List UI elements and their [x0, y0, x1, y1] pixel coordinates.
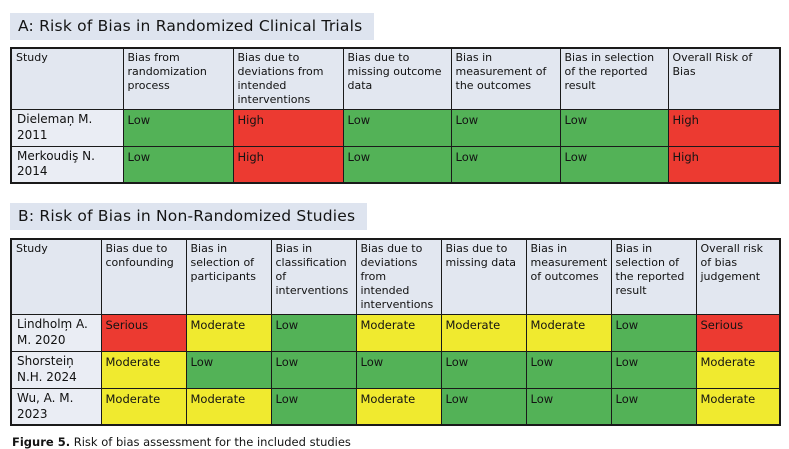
column-header: Bias due to deviations from intended int… [355, 238, 442, 316]
risk-cell: Moderate [525, 314, 612, 353]
table-row: Merkoudiş N. 2014 Low High Low Low Low H… [10, 145, 781, 184]
risk-cell: Low [122, 109, 234, 147]
figure-caption-text: Risk of bias assessment for the included… [70, 435, 351, 449]
column-header: Bias from randomization process [122, 47, 234, 111]
column-header-study: Study [10, 238, 102, 316]
risk-cell: High [667, 109, 781, 147]
risk-cell: Moderate [100, 351, 187, 390]
risk-cell: Low [525, 351, 612, 390]
risk-cell: Low [270, 351, 357, 390]
risk-cell: Low [270, 388, 357, 426]
column-header: Bias due to confounding [100, 238, 187, 316]
risk-cell: Serious [695, 314, 781, 353]
column-header: Bias in selection of participants [185, 238, 272, 316]
risk-cell: Low [355, 351, 442, 390]
study-name-cell: Lindholm̦ A. M. 2020 [10, 314, 102, 353]
risk-cell: Low [610, 351, 697, 390]
risk-cell: Low [610, 314, 697, 353]
column-header: Bias in classification of interventions [270, 238, 357, 316]
table-row: Wu, A. M. 2023 Moderate Moderate Low Mod… [10, 388, 781, 426]
risk-cell: Moderate [440, 314, 527, 353]
figure-canvas: A: Risk of Bias in Randomized Clinical T… [10, 13, 781, 449]
risk-cell: Moderate [185, 314, 272, 353]
risk-cell: High [232, 109, 344, 147]
table-row: Shorsteiņ N.H. 2024 Moderate Low Low Low… [10, 351, 781, 390]
study-name-cell: Wu, A. M. 2023 [10, 388, 102, 426]
column-header: Bias due to missing outcome data [342, 47, 452, 111]
table-row: Lindholm̦ A. M. 2020 Serious Moderate Lo… [10, 314, 781, 353]
risk-cell: Moderate [355, 314, 442, 353]
risk-cell: High [667, 145, 781, 184]
risk-cell: Low [185, 351, 272, 390]
section-b-title: B: Risk of Bias in Non-Randomized Studie… [10, 202, 368, 230]
risk-cell: Low [440, 351, 527, 390]
risk-cell: Low [440, 388, 527, 426]
risk-cell: Low [122, 145, 234, 184]
study-name-cell: Dielemaņ M. 2011 [10, 109, 124, 147]
risk-cell: High [232, 145, 344, 184]
risk-cell: Low [270, 314, 357, 353]
column-header: Overall Risk of Bias [667, 47, 781, 111]
figure-caption-label: Figure 5. [12, 435, 71, 449]
risk-cell: Low [342, 109, 452, 147]
column-header: Bias due to missing data [440, 238, 527, 316]
column-header: Bias due to deviations from intended int… [232, 47, 344, 111]
risk-cell: Moderate [695, 388, 781, 426]
risk-cell: Low [525, 388, 612, 426]
table-b-header-row: Study Bias due to confounding Bias in se… [10, 238, 781, 316]
figure-caption: Figure 5. Risk of bias assessment for th… [12, 435, 779, 449]
risk-cell: Serious [100, 314, 187, 353]
column-header-study: Study [10, 47, 124, 111]
column-header: Bias in measurement of the outcomes [450, 47, 561, 111]
column-header: Overall risk of bias judgement [695, 238, 781, 316]
table-a-header-row: Study Bias from randomization process Bi… [10, 47, 781, 111]
risk-cell: Low [450, 109, 561, 147]
table-randomized-trials: Study Bias from randomization process Bi… [10, 47, 781, 184]
table-non-randomized-studies: Study Bias due to confounding Bias in se… [10, 237, 781, 427]
risk-cell: Low [342, 145, 452, 184]
risk-cell: Moderate [695, 351, 781, 390]
risk-cell: Moderate [100, 388, 187, 426]
risk-cell: Moderate [185, 388, 272, 426]
section-a-title: A: Risk of Bias in Randomized Clinical T… [10, 13, 375, 40]
risk-cell: Moderate [355, 388, 442, 426]
column-header: Bias in selection of the reported result [610, 238, 697, 316]
risk-cell: Low [450, 145, 561, 184]
study-name-cell: Shorsteiņ N.H. 2024 [10, 351, 102, 390]
table-row: Dielemaņ M. 2011 Low High Low Low Low Hi… [10, 109, 781, 147]
risk-cell: Low [559, 145, 669, 184]
column-header: Bias in selection of the reported result [559, 47, 669, 111]
risk-cell: Low [610, 388, 697, 426]
risk-cell: Low [559, 109, 669, 147]
study-name-cell: Merkoudiş N. 2014 [10, 145, 124, 184]
column-header: Bias in measurement of outcomes [525, 238, 612, 316]
